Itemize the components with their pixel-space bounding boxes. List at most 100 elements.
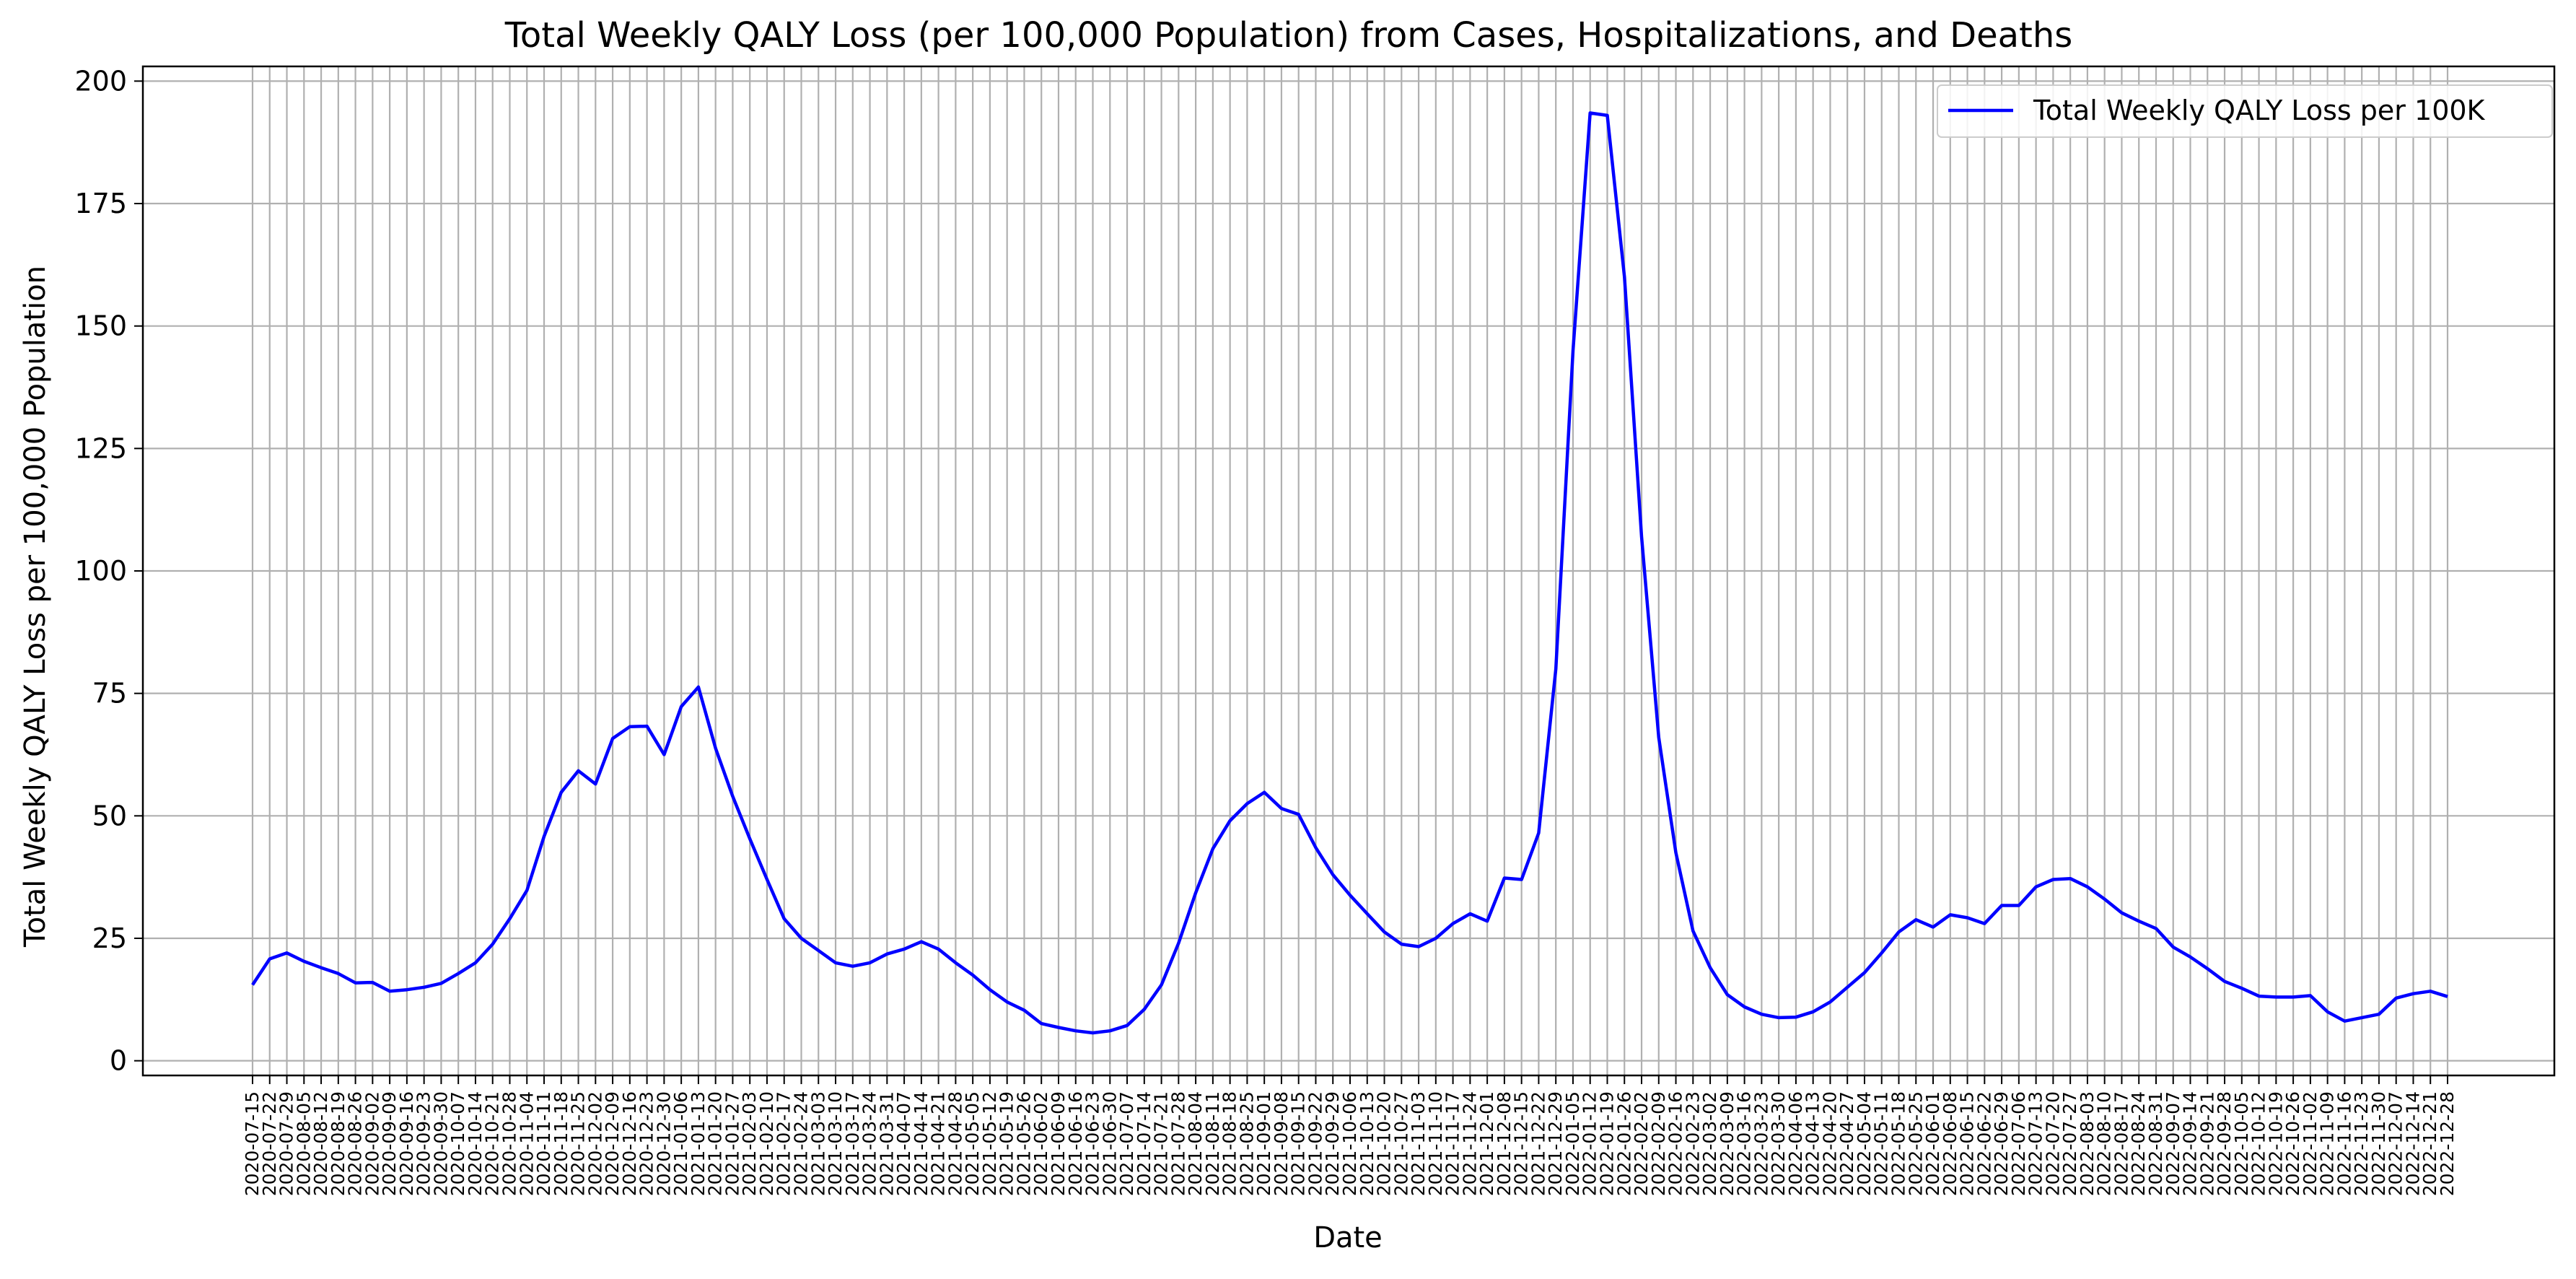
x-tick-label: 2022-06-01 <box>1922 1091 1943 1196</box>
x-tick-label: 2022-05-04 <box>1854 1091 1875 1196</box>
x-tick-label: 2022-10-12 <box>2248 1091 2269 1196</box>
x-tick-label: 2022-08-03 <box>2077 1091 2098 1196</box>
x-tick-label: 2021-09-15 <box>1288 1091 1309 1196</box>
x-tick-label: 2021-06-02 <box>1030 1091 1051 1196</box>
legend-entry-label: Total Weekly QALY Loss per 100K <box>2033 95 2486 126</box>
x-tick-label: 2022-07-27 <box>2059 1091 2080 1196</box>
x-tick-label: 2022-01-12 <box>1580 1091 1600 1196</box>
x-tick-label: 2020-11-25 <box>568 1091 589 1196</box>
x-tick-label: 2021-08-11 <box>1202 1091 1223 1196</box>
x-tick-label: 2022-08-31 <box>2145 1091 2166 1196</box>
x-tick-label: 2022-06-08 <box>1940 1091 1961 1196</box>
x-tick-label: 2021-10-27 <box>1390 1091 1411 1196</box>
x-tick-label: 2020-07-29 <box>276 1091 297 1196</box>
series-line <box>251 111 2448 1035</box>
x-tick-label: 2022-02-09 <box>1648 1091 1669 1196</box>
x-tick-label: 2020-08-12 <box>310 1091 331 1196</box>
x-tick-label: 2022-02-23 <box>1682 1091 1703 1196</box>
x-tick-label: 2022-08-10 <box>2094 1091 2115 1196</box>
x-tick-label: 2021-11-24 <box>1459 1091 1480 1196</box>
x-tick-label: 2020-08-19 <box>328 1091 349 1196</box>
x-tick-label: 2022-04-13 <box>1802 1091 1823 1196</box>
x-tick-label: 2021-10-06 <box>1339 1091 1360 1196</box>
y-tick-label: 175 <box>74 188 127 219</box>
x-tick-label: 2021-12-01 <box>1476 1091 1497 1196</box>
x-tick-label: 2022-01-26 <box>1613 1091 1634 1196</box>
y-tick-label: 125 <box>74 432 127 464</box>
x-tick-label: 2021-06-30 <box>1099 1091 1120 1196</box>
x-tick-label: 2021-09-08 <box>1271 1091 1292 1196</box>
x-tick-label: 2022-02-16 <box>1665 1091 1686 1196</box>
x-tick-label: 2021-02-10 <box>756 1091 777 1196</box>
grid-layer <box>143 66 2554 1075</box>
x-tick-label: 2021-11-10 <box>1425 1091 1446 1196</box>
x-tick-label: 2020-12-30 <box>653 1091 674 1196</box>
tick-layer: 2020-07-152020-07-222020-07-292020-08-05… <box>74 65 2458 1196</box>
x-tick-label: 2021-04-21 <box>928 1091 949 1196</box>
x-tick-label: 2022-02-02 <box>1631 1091 1652 1196</box>
x-tick-label: 2021-07-28 <box>1167 1091 1188 1196</box>
x-tick-label: 2022-09-14 <box>2180 1091 2201 1196</box>
x-tick-label: 2021-01-13 <box>688 1091 709 1196</box>
x-tick-label: 2022-04-06 <box>1785 1091 1806 1196</box>
x-tick-label: 2022-11-09 <box>2317 1091 2338 1196</box>
x-tick-label: 2022-05-11 <box>1871 1091 1892 1196</box>
x-tick-label: 2022-03-09 <box>1717 1091 1738 1196</box>
x-tick-label: 2021-07-21 <box>1151 1091 1172 1196</box>
x-tick-label: 2022-10-05 <box>2231 1091 2252 1196</box>
x-tick-label: 2021-06-23 <box>1082 1091 1103 1196</box>
x-tick-label: 2022-10-19 <box>2265 1091 2286 1196</box>
x-tick-label: 2021-05-12 <box>979 1091 1000 1196</box>
x-tick-label: 2020-08-26 <box>345 1091 366 1196</box>
x-tick-label: 2020-10-21 <box>482 1091 503 1196</box>
y-tick-label: 0 <box>110 1045 127 1077</box>
x-tick-label: 2021-04-28 <box>945 1091 965 1196</box>
x-tick-label: 2020-07-15 <box>242 1091 263 1196</box>
x-tick-label: 2021-06-16 <box>1065 1091 1086 1196</box>
legend: Total Weekly QALY Loss per 100K <box>1937 84 2553 138</box>
x-tick-label: 2022-03-30 <box>1768 1091 1789 1196</box>
x-tick-label: 2022-04-27 <box>1836 1091 1857 1196</box>
x-tick-label: 2022-12-21 <box>2419 1091 2440 1196</box>
x-tick-label: 2021-04-07 <box>893 1091 914 1196</box>
x-tick-label: 2020-11-04 <box>516 1091 537 1196</box>
x-tick-label: 2021-09-01 <box>1253 1091 1274 1196</box>
legend-box <box>1937 84 2553 138</box>
x-tick-label: 2021-08-18 <box>1219 1091 1240 1196</box>
x-tick-label: 2022-03-23 <box>1751 1091 1771 1196</box>
y-tick-label: 75 <box>92 678 127 710</box>
x-tick-label: 2021-12-29 <box>1545 1091 1566 1196</box>
y-tick-label: 50 <box>92 800 127 831</box>
x-tick-label: 2021-03-03 <box>807 1091 828 1196</box>
x-tick-label: 2020-10-07 <box>447 1091 468 1196</box>
x-tick-label: 2020-11-11 <box>533 1091 554 1196</box>
x-tick-label: 2022-07-20 <box>2042 1091 2063 1196</box>
x-tick-label: 2021-03-24 <box>859 1091 880 1196</box>
x-tick-label: 2020-10-14 <box>465 1091 486 1196</box>
x-tick-label: 2022-07-13 <box>2025 1091 2046 1196</box>
x-tick-label: 2020-12-02 <box>584 1091 605 1196</box>
x-tick-label: 2022-12-14 <box>2402 1091 2423 1196</box>
x-tick-label: 2021-02-03 <box>739 1091 760 1196</box>
x-tick-label: 2020-12-23 <box>636 1091 657 1196</box>
x-tick-label: 2022-03-02 <box>1699 1091 1720 1196</box>
x-tick-label: 2020-10-28 <box>499 1091 520 1196</box>
series-layer <box>251 111 2448 1035</box>
x-tick-label: 2022-11-16 <box>2334 1091 2354 1196</box>
y-tick-label: 150 <box>74 310 127 342</box>
x-tick-label: 2022-11-30 <box>2368 1091 2389 1196</box>
x-tick-label: 2022-08-17 <box>2111 1091 2132 1196</box>
x-tick-label: 2021-12-08 <box>1494 1091 1515 1196</box>
x-tick-label: 2022-12-28 <box>2437 1091 2458 1196</box>
x-tick-label: 2021-12-15 <box>1511 1091 1532 1196</box>
x-tick-label: 2022-04-20 <box>1819 1091 1840 1196</box>
x-tick-label: 2020-09-09 <box>379 1091 400 1196</box>
x-tick-label: 2020-12-09 <box>602 1091 623 1196</box>
x-tick-label: 2021-03-17 <box>842 1091 863 1196</box>
x-tick-label: 2022-01-05 <box>1562 1091 1583 1196</box>
y-axis-label: Total Weekly QALY Loss per 100,000 Popul… <box>19 266 52 948</box>
x-tick-label: 2021-03-31 <box>876 1091 897 1196</box>
x-tick-label: 2022-12-07 <box>2386 1091 2406 1196</box>
x-tick-label: 2022-07-06 <box>2008 1091 2029 1196</box>
x-tick-label: 2021-12-22 <box>1528 1091 1548 1196</box>
